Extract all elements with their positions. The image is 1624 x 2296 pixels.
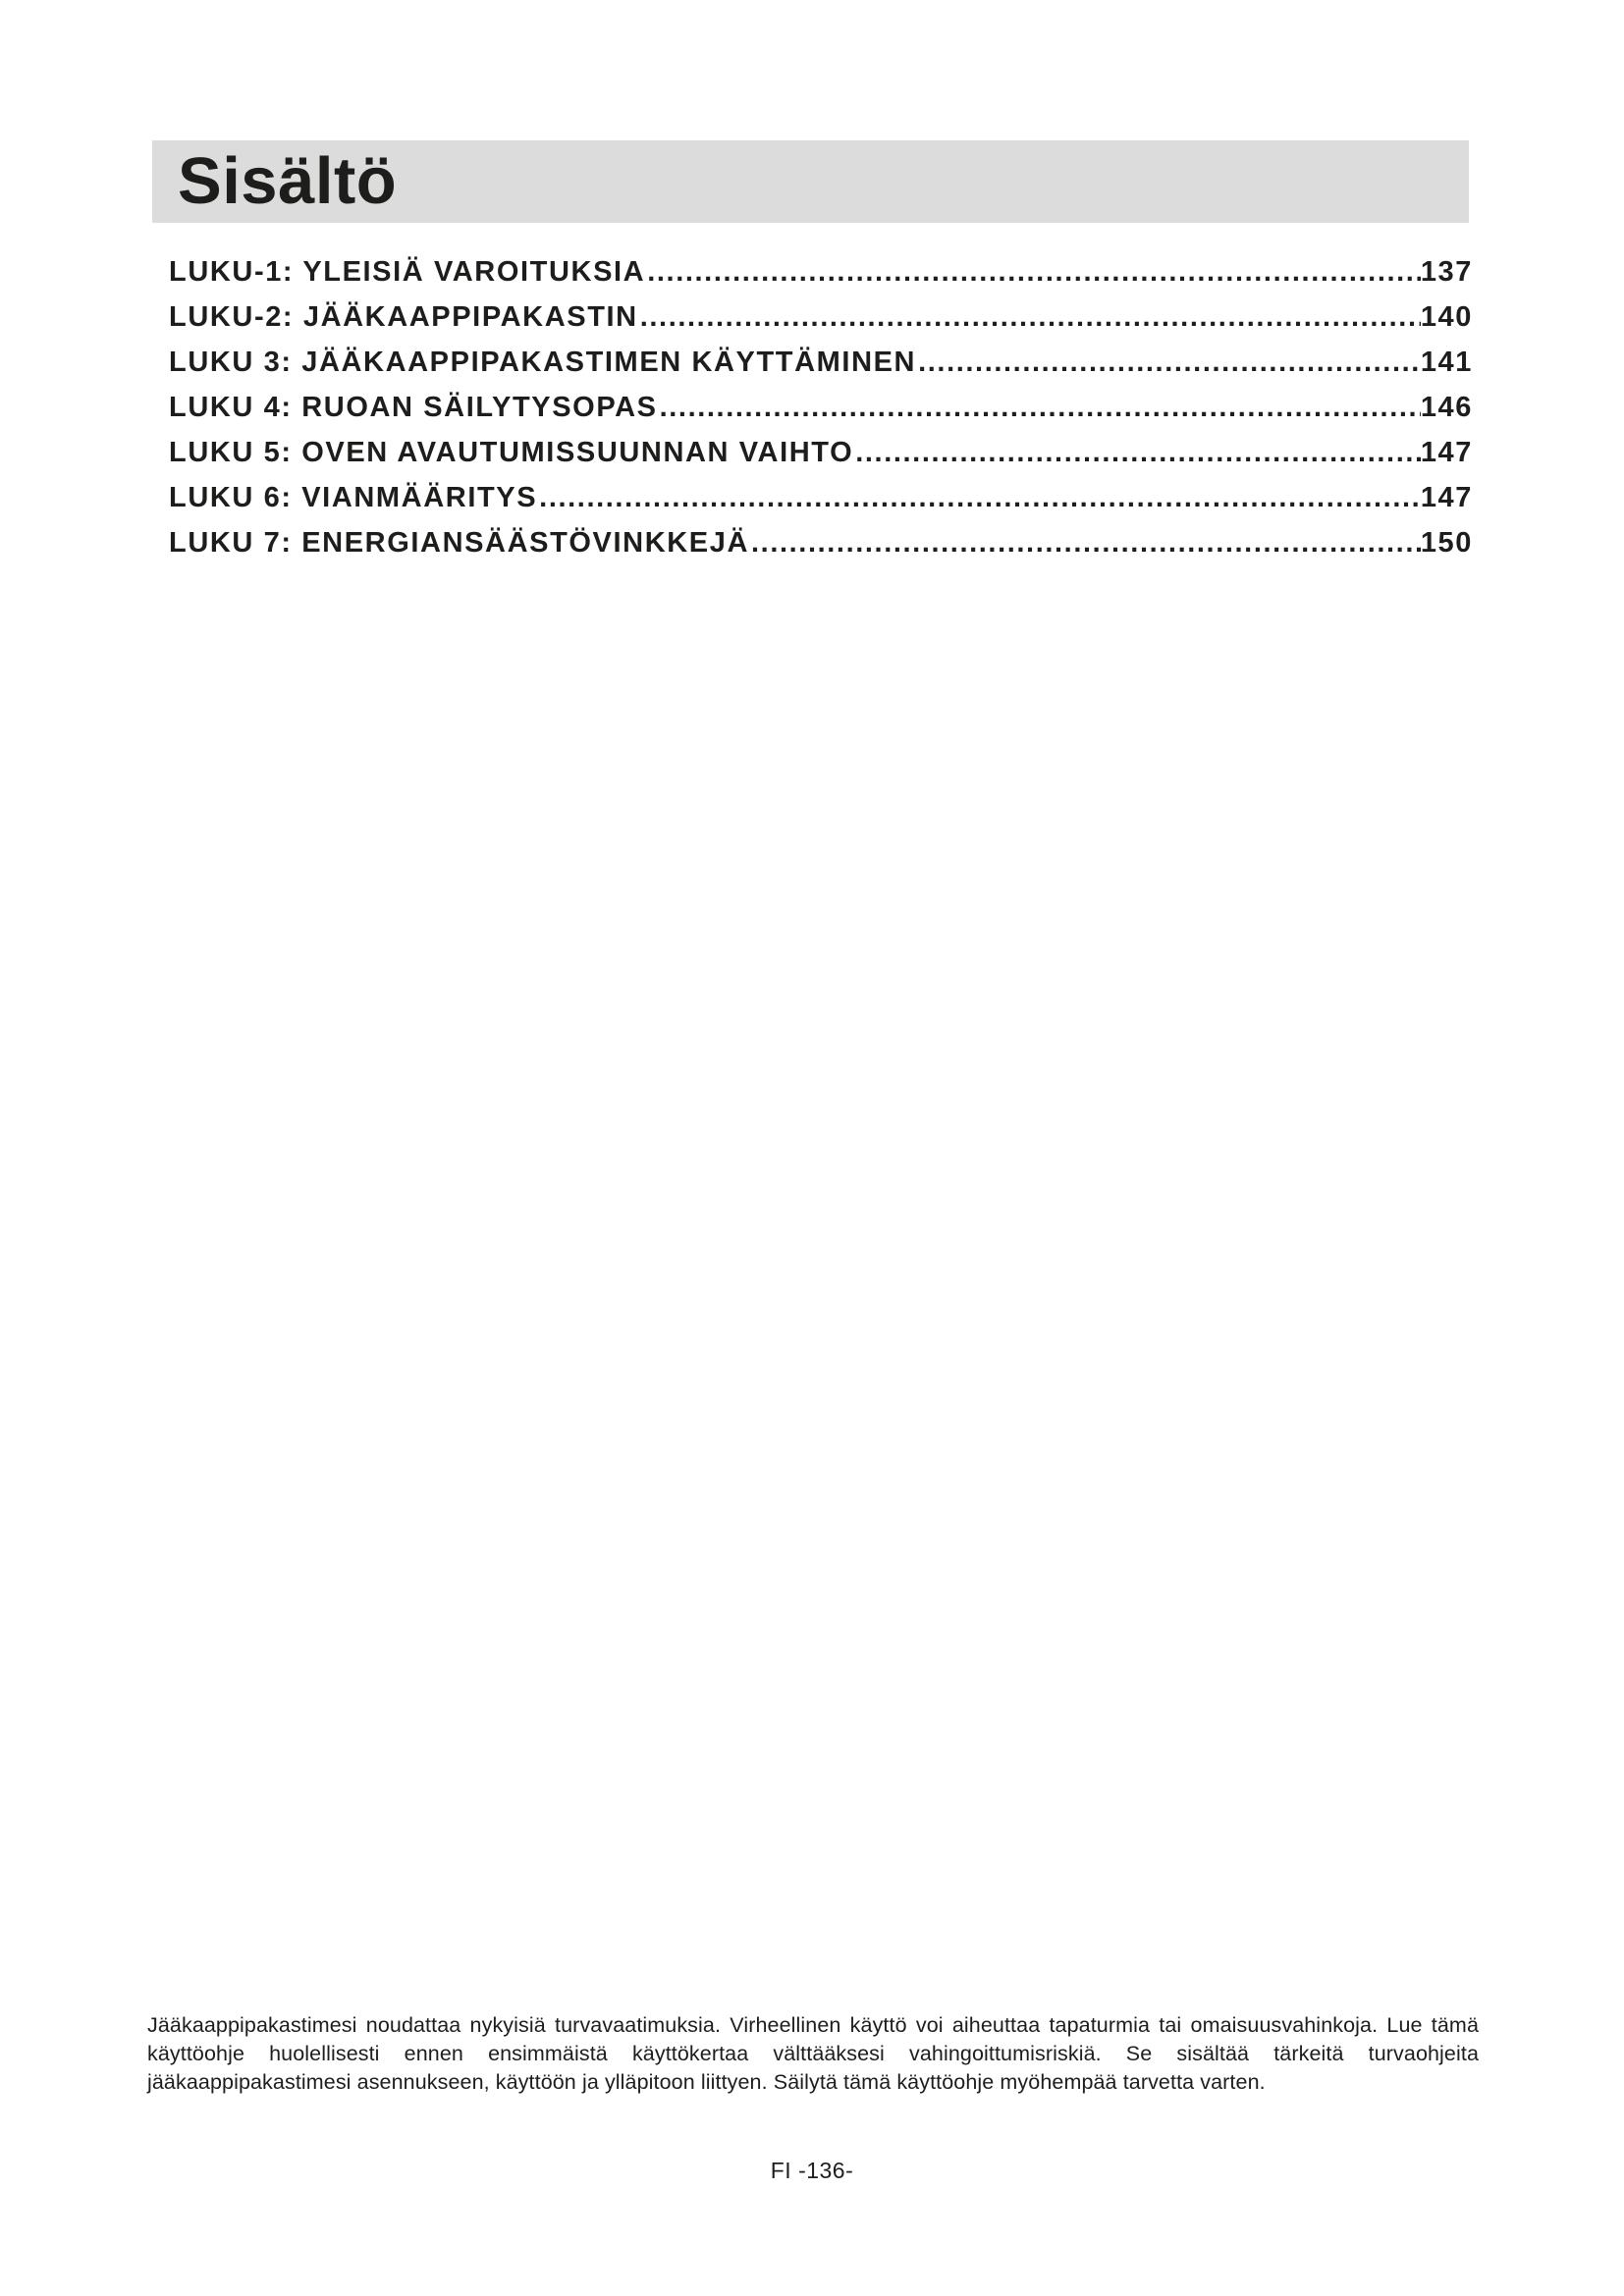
toc-entry: LUKU-2: JÄÄKAAPPIPAKASTIN 140 <box>169 294 1473 340</box>
dot-leader <box>916 340 1421 385</box>
title-bar: Sisältö <box>152 140 1469 223</box>
toc-entry-label: LUKU 5: OVEN AVAUTUMISSUUNNAN VAIHTO <box>169 437 854 468</box>
toc-entry-page: 150 <box>1420 527 1473 559</box>
toc-entry: LUKU-1: YLEISIÄ VAROITUKSIA 137 <box>169 249 1473 294</box>
toc-entry-label: LUKU 4: RUOAN SÄILYTYSOPAS <box>169 392 658 423</box>
toc-entry: LUKU 3: JÄÄKAAPPIPAKASTIMEN KÄYTTÄMINEN … <box>169 340 1473 385</box>
dot-leader <box>749 520 1421 565</box>
dot-leader <box>658 385 1421 430</box>
safety-notice-paragraph: Jääkaappipakastimesi noudattaa nykyisiä … <box>147 2013 1479 2094</box>
toc-entry-page: 137 <box>1420 256 1473 288</box>
dot-leader <box>645 249 1421 294</box>
table-of-contents: LUKU-1: YLEISIÄ VAROITUKSIA 137 LUKU-2: … <box>169 249 1473 565</box>
toc-entry-label: LUKU 3: JÄÄKAAPPIPAKASTIMEN KÄYTTÄMINEN <box>169 347 917 378</box>
toc-entry-page: 146 <box>1420 392 1473 423</box>
toc-entry-page: 147 <box>1420 437 1473 468</box>
toc-entry: LUKU 7: ENERGIANSÄÄSTÖVINKKEJÄ 150 <box>169 520 1473 565</box>
toc-entry-label: LUKU-2: JÄÄKAAPPIPAKASTIN <box>169 301 638 333</box>
toc-entry-label: LUKU 6: VIANMÄÄRITYS <box>169 482 538 513</box>
toc-entry-page: 140 <box>1420 301 1473 333</box>
toc-entry: LUKU 4: RUOAN SÄILYTYSOPAS 146 <box>169 385 1473 430</box>
dot-leader <box>853 430 1421 475</box>
footer-page-number: FI -136- <box>770 2158 854 2183</box>
dot-leader <box>537 475 1421 520</box>
toc-entry: LUKU 6: VIANMÄÄRITYS 147 <box>169 475 1473 520</box>
toc-entry-label: LUKU-1: YLEISIÄ VAROITUKSIA <box>169 256 646 288</box>
page-title: Sisältö <box>178 144 398 218</box>
toc-entry-page: 141 <box>1420 347 1473 378</box>
toc-entry: LUKU 5: OVEN AVAUTUMISSUUNNAN VAIHTO 147 <box>169 430 1473 475</box>
dot-leader <box>638 294 1421 340</box>
toc-entry-label: LUKU 7: ENERGIANSÄÄSTÖVINKKEJÄ <box>169 527 749 559</box>
toc-entry-page: 147 <box>1420 482 1473 513</box>
